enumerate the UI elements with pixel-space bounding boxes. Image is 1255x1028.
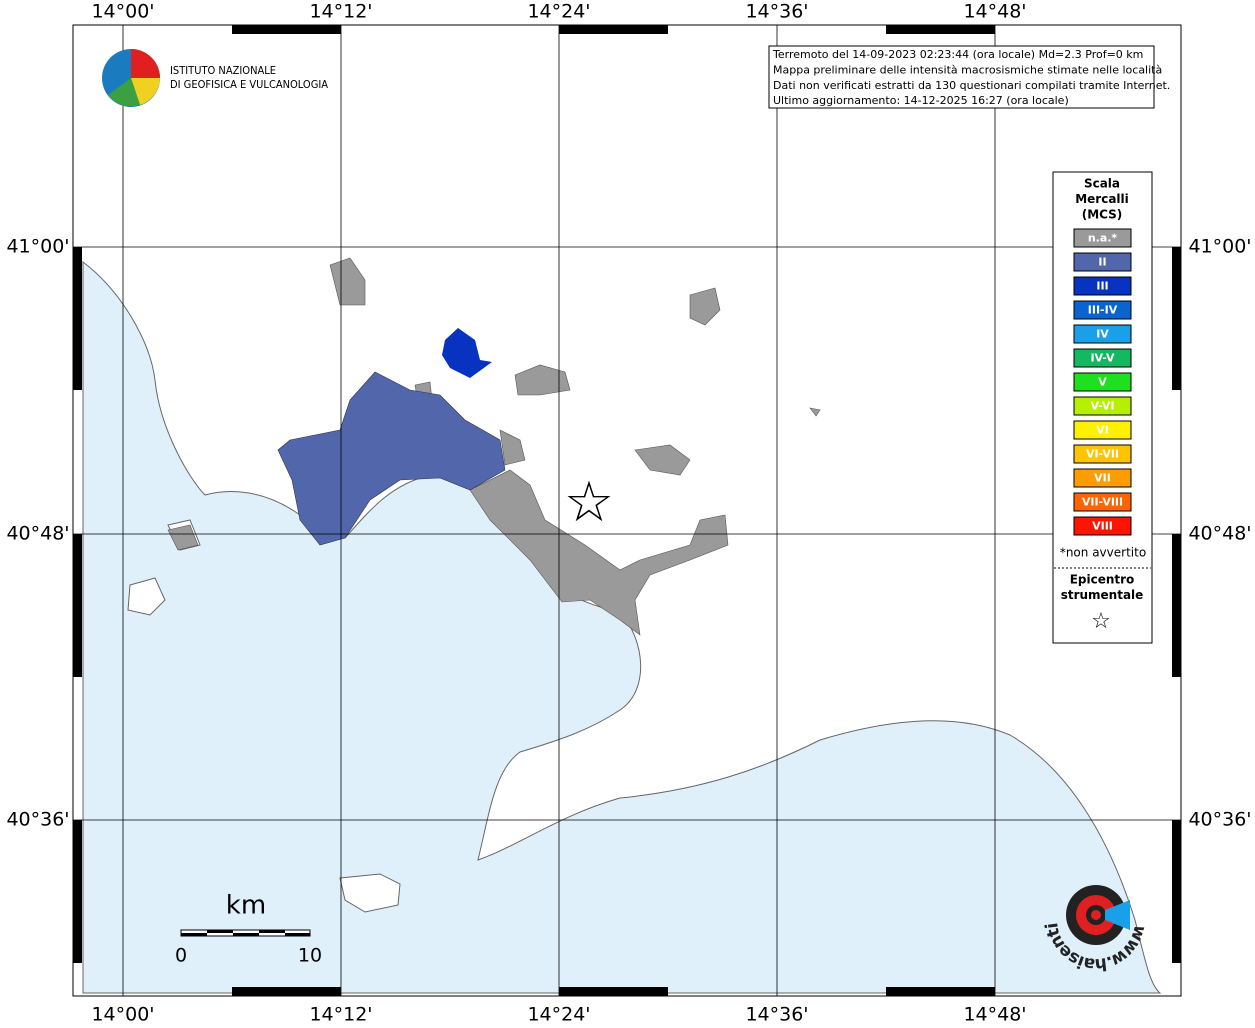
legend-swatch (1073, 516, 1132, 536)
scale-unit: km (226, 891, 266, 921)
ingv-logo: ISTITUTO NAZIONALE DI GEOFISICA E VULCAN… (102, 49, 328, 107)
legend-swatch (1073, 492, 1132, 512)
legend-label: III (1096, 280, 1108, 293)
lon-label: 14°24' (527, 1, 590, 23)
info-line: Terremoto del 14-09-2023 02:23:44 (ora l… (772, 48, 1143, 61)
legend-swatch (1073, 300, 1132, 320)
legend-label: n.a.* (1088, 232, 1118, 245)
legend-label: VI (1096, 424, 1109, 437)
graticule (73, 25, 1181, 996)
info-box (768, 45, 1155, 109)
legend-swatch (1073, 444, 1132, 464)
lat-label: 40°48' (1188, 523, 1251, 545)
legend-swatch (1073, 228, 1132, 248)
sea (82, 260, 1162, 994)
legend-label: II (1098, 256, 1106, 269)
legend-title: Mercalli (1075, 192, 1129, 206)
legend-title: Scala (1084, 177, 1120, 191)
legend-label: V-VI (1090, 400, 1114, 413)
scale-bar: km 0 10 (175, 891, 322, 967)
lat-label: 40°36' (6, 809, 69, 831)
epicenter: ☆ (564, 470, 614, 535)
legend-swatch (1073, 420, 1132, 440)
legend-label: VIII (1092, 520, 1113, 533)
lon-label: 14°36' (745, 1004, 808, 1025)
lat-label: 41°00' (1188, 236, 1251, 258)
legend-swatch (1073, 372, 1132, 392)
legend-note: *non avvertito (1060, 546, 1146, 560)
legend-label: V (1098, 376, 1107, 389)
lat-label: 41°00' (6, 236, 69, 258)
logo-line: ISTITUTO NAZIONALE (170, 64, 276, 77)
lon-label: 14°36' (745, 1, 808, 23)
legend-label: VII (1094, 472, 1111, 485)
legend-epicenter: strumentale (1061, 588, 1144, 602)
logo-line: DI GEOFISICA E VULCANOLOGIA (170, 78, 328, 91)
legend-label: VI-VII (1086, 448, 1119, 461)
legend-swatch (1073, 348, 1132, 368)
legend-title: (MCS) (1082, 208, 1123, 222)
legend-epicenter: Epicentro (1070, 573, 1135, 587)
info-line: Mappa preliminare delle intensità macros… (773, 63, 1162, 76)
lon-label: 14°24' (527, 1004, 590, 1025)
legend-label: III-IV (1088, 304, 1118, 317)
lat-label: 40°36' (1188, 809, 1251, 831)
island (127, 577, 166, 616)
area-iii (442, 328, 492, 378)
legend-swatch (1073, 396, 1132, 416)
lon-label: 14°12' (309, 1, 372, 23)
legend-swatch (1073, 468, 1132, 488)
lon-label: 14°00' (91, 1, 154, 23)
legend-swatch (1073, 324, 1132, 344)
frame-bands (73, 25, 1181, 996)
scale-label: 10 (298, 945, 322, 967)
lat-label: 40°48' (6, 523, 69, 545)
legend-swatch (1073, 252, 1132, 272)
island (339, 873, 401, 913)
legend-swatch (1073, 276, 1132, 296)
lon-label: 14°48' (963, 1004, 1026, 1025)
info-line: Dati non verificati estratti da 130 ques… (773, 79, 1170, 92)
municipalities-na (167, 257, 821, 636)
napoli (277, 371, 506, 546)
legend-star: ☆ (1091, 609, 1111, 634)
scale-label: 0 (175, 945, 187, 967)
lon-label: 14°48' (963, 1, 1026, 23)
legend-label: IV-V (1090, 352, 1115, 365)
legend-label: IV (1096, 328, 1109, 341)
lon-label: 14°00' (91, 1004, 154, 1025)
info-line: Ultimo aggiornamento: 14-12-2025 16:27 (… (773, 94, 1069, 107)
lon-label: 14°12' (309, 1004, 372, 1025)
legend-label: VII-VIII (1082, 496, 1123, 509)
